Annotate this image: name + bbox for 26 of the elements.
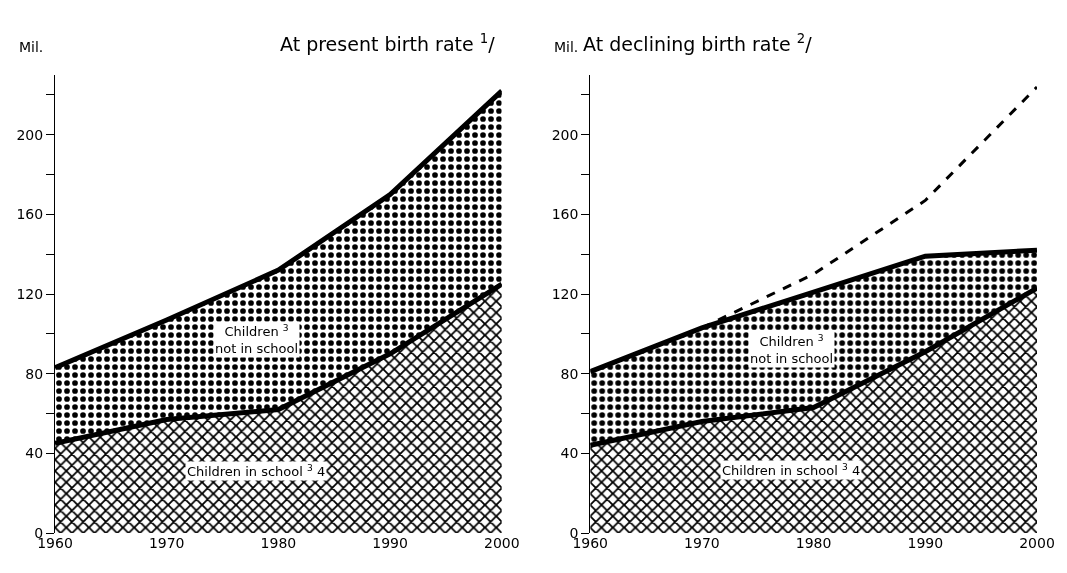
y-tick-label: 160	[551, 206, 579, 223]
y-tick-label: 40	[560, 445, 579, 462]
y-axis-title: Mil.	[554, 39, 579, 55]
y-tick-label: 120	[551, 285, 579, 302]
y-axis-title: Mil.	[19, 39, 44, 55]
x-tick-label: 1990	[907, 535, 944, 551]
series-label: Children in school $^{3}$ 4	[722, 462, 861, 479]
chart-title: At declining birth rate $^{2}$/	[583, 31, 813, 55]
y-tick-label: 200	[16, 126, 44, 143]
x-tick-label: 2000	[483, 535, 520, 551]
series-label: Children $^{3}$ not in school	[750, 333, 834, 367]
x-tick-label: 2000	[1019, 535, 1055, 551]
series-label: Children $^{3}$ not in school	[215, 323, 299, 357]
x-tick-label: 1970	[148, 535, 185, 551]
y-tick-label: 120	[16, 285, 44, 302]
x-tick-label: 1990	[372, 535, 408, 551]
y-tick-label: 200	[551, 126, 579, 143]
x-tick-label: 1980	[795, 535, 832, 551]
y-tick-label: 80	[25, 365, 44, 382]
chart-title: At present birth rate $^{1}$/	[280, 31, 496, 55]
y-tick-label: 40	[25, 445, 44, 462]
y-tick-label: 80	[560, 365, 579, 382]
series-label: Children in school $^{3}$ 4	[187, 463, 326, 480]
x-tick-label: 1970	[684, 535, 720, 551]
y-tick-label: 160	[16, 206, 44, 223]
x-tick-label: 1980	[260, 535, 297, 551]
